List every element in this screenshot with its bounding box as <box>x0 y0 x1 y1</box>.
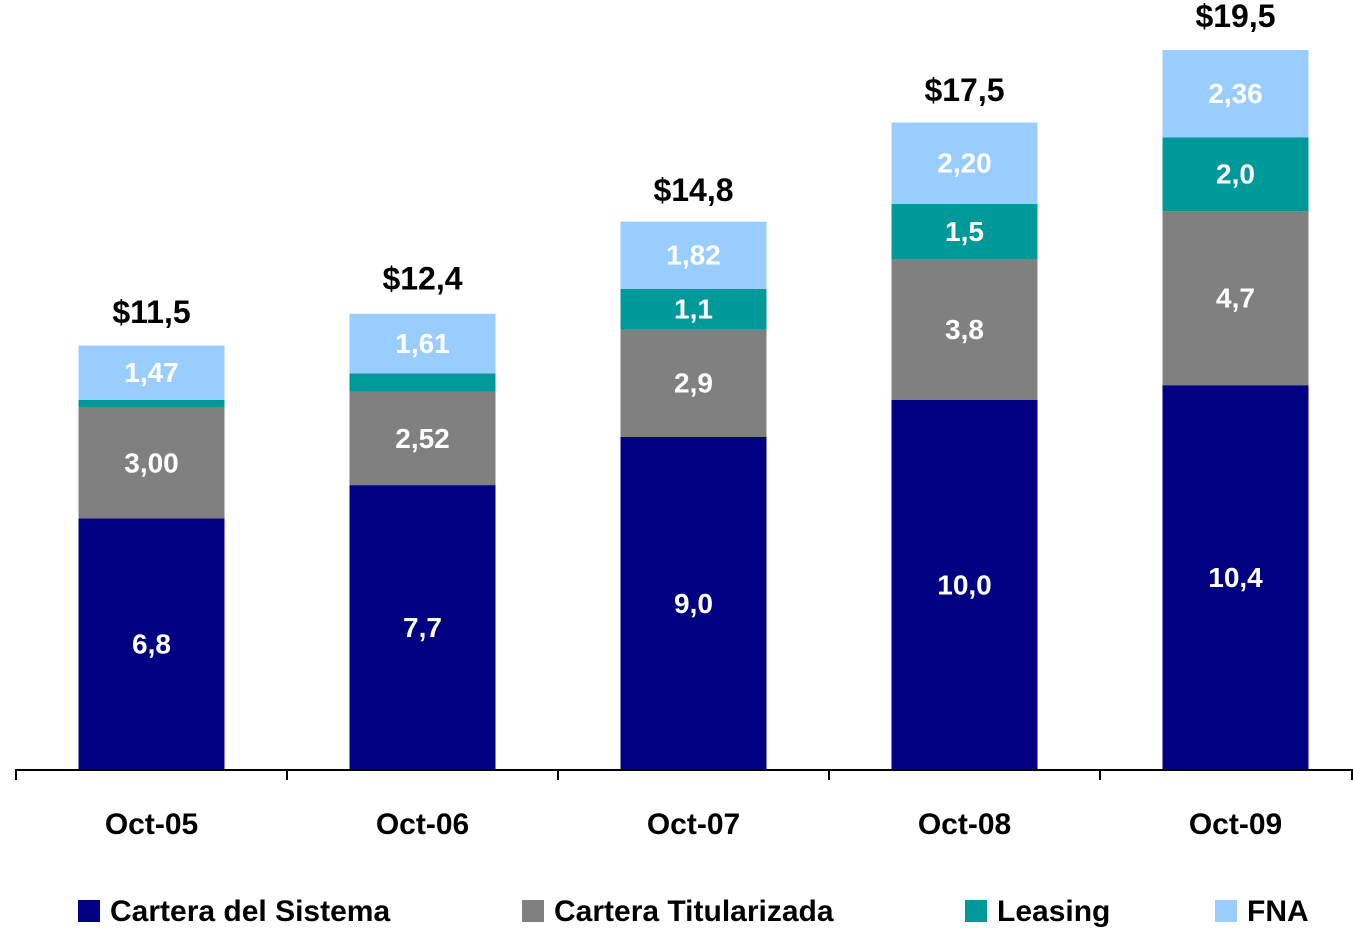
bar-segment <box>1162 385 1309 770</box>
data-label: 1,47 <box>124 357 179 388</box>
bar-segment <box>891 122 1038 204</box>
bar-segment <box>78 400 225 408</box>
legend-swatch <box>965 900 987 922</box>
x-tick-label: Oct-07 <box>647 808 740 841</box>
data-label: 2,20 <box>937 148 992 179</box>
legend-label: Cartera del Sistema <box>110 895 390 928</box>
bar-segment <box>349 313 496 374</box>
bar-segment <box>891 400 1038 770</box>
total-label: $19,5 <box>1195 0 1275 34</box>
bar-segment <box>1162 137 1309 212</box>
bar-segment <box>1162 49 1309 138</box>
bar-segment <box>78 518 225 770</box>
bar-segment <box>78 345 225 400</box>
data-label: 4,7 <box>1216 283 1255 314</box>
data-label: 7,7 <box>403 612 442 643</box>
legend-label: Leasing <box>997 895 1110 928</box>
data-label: 3,00 <box>124 447 179 478</box>
total-label: $14,8 <box>653 172 733 208</box>
data-label: 1,5 <box>945 216 984 247</box>
total-label: $11,5 <box>112 294 190 330</box>
bar-segment <box>349 373 496 392</box>
x-tick-label: Oct-06 <box>376 808 469 841</box>
legend-label: Cartera Titularizada <box>554 895 834 928</box>
bar-segment <box>620 329 767 437</box>
data-label: 3,8 <box>945 314 984 345</box>
data-label: 2,0 <box>1216 159 1255 190</box>
legend-swatch <box>522 900 544 922</box>
bar-segment <box>78 407 225 519</box>
bar-segment <box>891 259 1038 400</box>
legend-swatch <box>78 900 100 922</box>
bar-segment <box>620 437 767 770</box>
data-label: 2,52 <box>395 423 450 454</box>
total-label: $17,5 <box>924 72 1004 108</box>
bar-segment <box>349 391 496 486</box>
legend-swatch <box>1215 900 1237 922</box>
bar-segment <box>349 485 496 770</box>
total-label: $12,4 <box>382 261 462 297</box>
data-label: 2,36 <box>1208 78 1263 109</box>
bar-segment <box>1162 211 1309 386</box>
data-label: 6,8 <box>132 629 171 660</box>
data-label: 1,61 <box>395 328 450 359</box>
data-label: 1,1 <box>674 294 713 325</box>
x-tick-label: Oct-05 <box>105 808 198 841</box>
data-label: 1,82 <box>666 240 721 271</box>
data-label: 9,0 <box>674 588 713 619</box>
bar-segment <box>620 221 767 289</box>
data-label: 10,4 <box>1208 562 1263 593</box>
bar-segment <box>620 289 767 330</box>
data-label: 2,9 <box>674 368 713 399</box>
legend-label: FNA <box>1247 895 1309 928</box>
x-tick-label: Oct-09 <box>1189 808 1282 841</box>
data-label: 10,0 <box>937 569 992 600</box>
bar-segment <box>891 203 1038 260</box>
x-tick-label: Oct-08 <box>918 808 1011 841</box>
